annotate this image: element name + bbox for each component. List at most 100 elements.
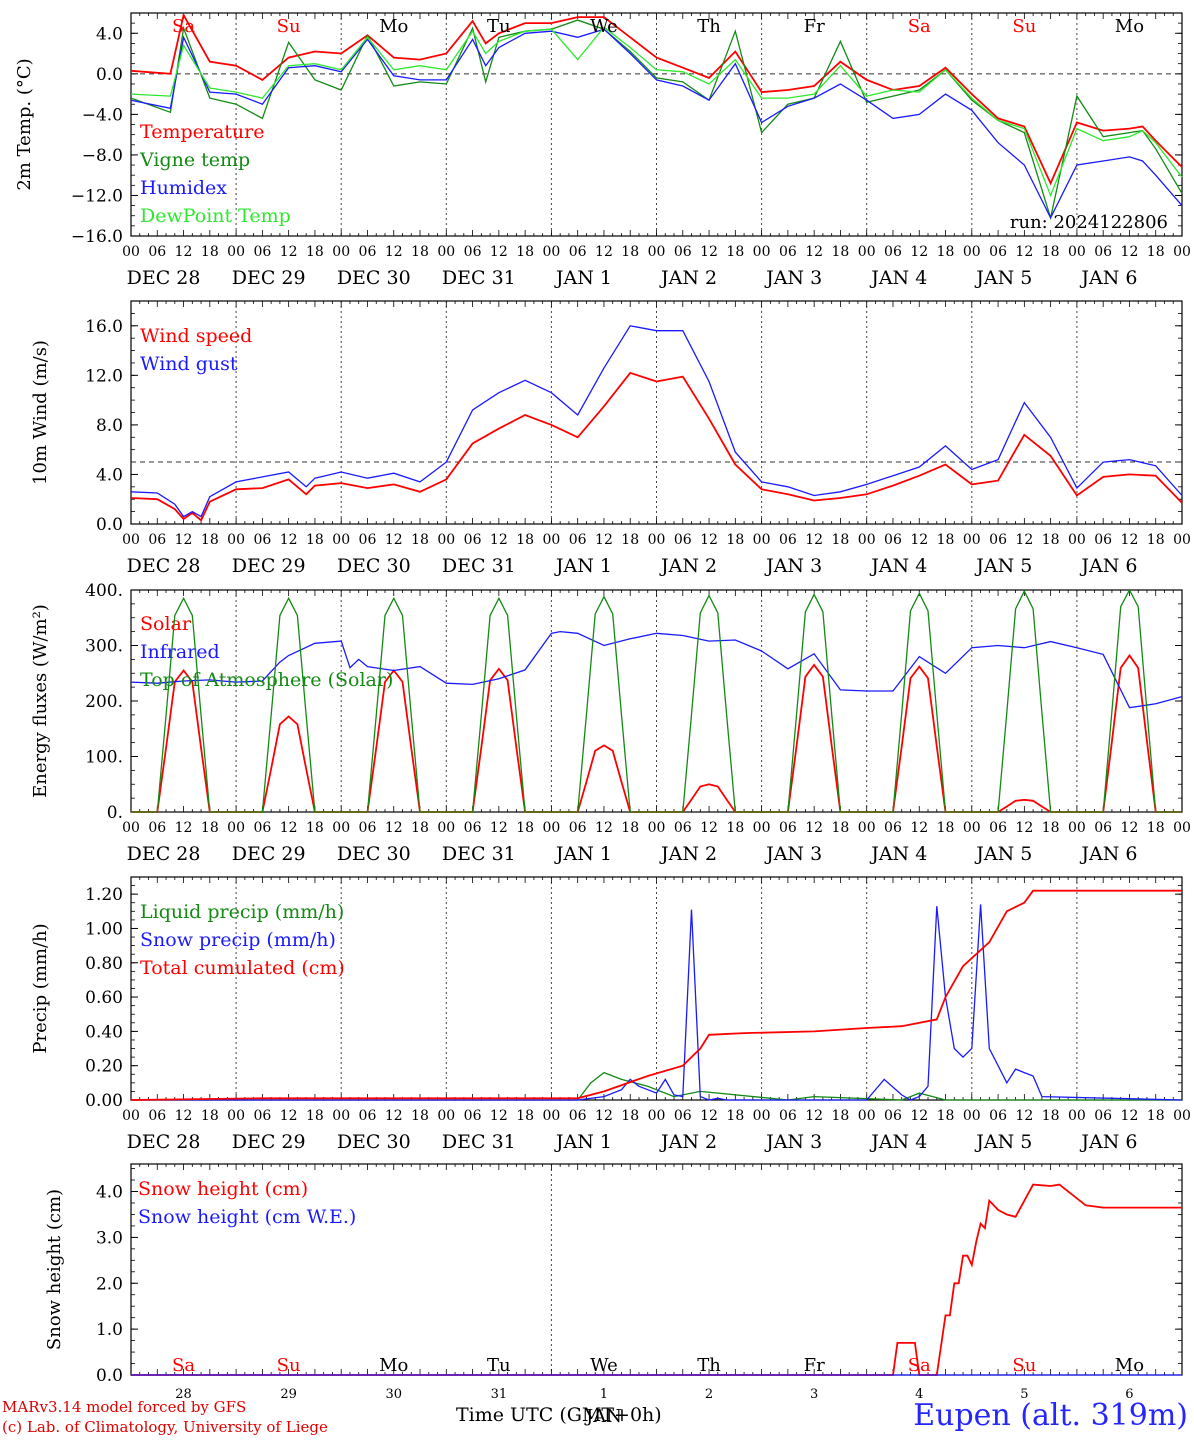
hour-tick-label: 06	[989, 1108, 1007, 1124]
weekday-top: Tu	[487, 16, 511, 37]
hour-tick-label: 06	[253, 820, 271, 836]
hour-tick-label: 00	[648, 244, 666, 260]
legend-entry: Solar	[140, 613, 192, 635]
y-tick-label: 0.20	[85, 1057, 123, 1077]
hour-tick-label: 18	[621, 1108, 639, 1124]
y-tick-label: 1.0	[96, 1320, 123, 1340]
y-tick-label: −8.0	[82, 146, 123, 166]
panel-2: 16.0 12.0 8.0 4.0 0.0 10m Wind (m/s) Wind spee…	[30, 300, 1191, 577]
hour-tick-label: 06	[674, 532, 692, 548]
date-label: JAN 1	[554, 267, 612, 289]
weekday-top: Fr	[804, 16, 825, 37]
hour-tick-label: 00	[858, 820, 876, 836]
hour-tick-label: 12	[1121, 1108, 1139, 1124]
hour-tick-label: 00	[963, 820, 981, 836]
weekday-bottom: Fr	[804, 1355, 825, 1376]
hour-tick-label: 12	[1015, 532, 1033, 548]
date-label: DEC 31	[442, 555, 516, 577]
credit-line-1: MARv3.14 model forced by GFS	[2, 1398, 247, 1416]
hour-tick-label: 18	[201, 532, 219, 548]
date-label: JAN 4	[869, 555, 927, 577]
hour-tick-label: 18	[411, 244, 429, 260]
date-label: JAN 2	[659, 555, 717, 577]
legend-entry: DewPoint Temp	[140, 205, 291, 227]
hour-tick-label: 18	[621, 244, 639, 260]
date-label: JAN 4	[869, 1131, 927, 1153]
hour-tick-label: 06	[359, 820, 377, 836]
series-line-1	[130, 371, 1183, 522]
hour-tick-label: 12	[490, 1108, 508, 1124]
hour-tick-label: 00	[1173, 820, 1191, 836]
series-line-1	[131, 1071, 1182, 1101]
y-axis-label: Energy fluxes (W/m²)	[30, 604, 51, 798]
hour-tick-label: 12	[490, 532, 508, 548]
date-label: JAN 6	[1079, 843, 1137, 865]
hour-tick-label: 12	[385, 244, 403, 260]
series-line-2	[130, 630, 1183, 709]
hour-tick-label: 18	[832, 244, 850, 260]
hour-tick-label: 18	[937, 244, 955, 260]
month-label: JAN	[584, 1406, 622, 1427]
hour-tick-label: 00	[227, 820, 245, 836]
y-tick-label: 400.	[85, 581, 123, 601]
hour-tick-label: 00	[648, 1108, 666, 1124]
date-label: DEC 30	[337, 267, 411, 289]
hour-tick-label: 12	[1121, 820, 1139, 836]
y-axis-label: 2m Temp. (°C)	[14, 58, 35, 190]
legend-entry: Wind gust	[140, 353, 238, 375]
legend-entry: Top of Atmosphere (Solar)	[140, 669, 393, 691]
hour-tick-label: 18	[937, 1108, 955, 1124]
hour-tick-label: 06	[779, 1108, 797, 1124]
hour-tick-label: 00	[858, 532, 876, 548]
hour-tick-label: 00	[753, 1108, 771, 1124]
hour-tick-label: 12	[595, 820, 613, 836]
day-number: 3	[810, 1387, 818, 1402]
hour-tick-label: 06	[359, 244, 377, 260]
hour-tick-label: 00	[542, 1108, 560, 1124]
y-tick-label: −12.0	[71, 186, 123, 206]
hour-tick-label: 00	[122, 1108, 140, 1124]
hour-tick-label: 00	[332, 532, 350, 548]
date-label: JAN 4	[869, 267, 927, 289]
date-label: DEC 29	[232, 843, 306, 865]
hour-tick-label: 00	[648, 532, 666, 548]
day-number: 30	[385, 1387, 402, 1402]
y-tick-label: −4.0	[82, 105, 123, 125]
hour-tick-label: 00	[122, 820, 140, 836]
weekday-bottom: Sa	[908, 1355, 931, 1376]
hour-tick-label: 18	[726, 532, 744, 548]
hour-tick-label: 18	[1042, 244, 1060, 260]
date-label: JAN 1	[554, 555, 612, 577]
run-label: run: 2024122806	[1010, 212, 1168, 233]
hour-tick-label: 06	[989, 820, 1007, 836]
hour-tick-label: 06	[569, 1108, 587, 1124]
hour-tick-label: 06	[779, 820, 797, 836]
date-label: DEC 28	[127, 555, 201, 577]
hour-tick-label: 12	[910, 820, 928, 836]
hour-tick-label: 00	[122, 244, 140, 260]
hour-tick-label: 00	[753, 532, 771, 548]
weekday-top: Mo	[379, 16, 408, 37]
hour-tick-label: 12	[490, 244, 508, 260]
y-axis-label: Snow height (cm)	[44, 1189, 65, 1350]
hour-tick-label: 18	[726, 820, 744, 836]
hour-tick-label: 18	[516, 244, 534, 260]
date-label: JAN 6	[1079, 267, 1137, 289]
hour-tick-label: 12	[595, 532, 613, 548]
hour-tick-label: 18	[1042, 820, 1060, 836]
y-tick-label: 4.0	[96, 1183, 123, 1203]
hour-tick-label: 00	[542, 532, 560, 548]
legend-entry: Snow height (cm)	[138, 1178, 308, 1200]
credit-line-2: (c) Lab. of Climatology, University of L…	[2, 1418, 328, 1436]
date-label: JAN 2	[659, 267, 717, 289]
date-label: JAN 4	[869, 843, 927, 865]
hour-tick-label: 06	[674, 820, 692, 836]
hour-tick-label: 00	[227, 1108, 245, 1124]
panel-3: 400. 300. 200. 100. 0. Energy fluxes (W/m²) So…	[30, 581, 1191, 865]
day-number: 1	[600, 1387, 608, 1402]
hour-tick-label: 18	[1042, 1108, 1060, 1124]
day-number: 31	[491, 1387, 508, 1402]
hour-tick-label: 12	[175, 532, 193, 548]
hour-tick-label: 06	[989, 244, 1007, 260]
